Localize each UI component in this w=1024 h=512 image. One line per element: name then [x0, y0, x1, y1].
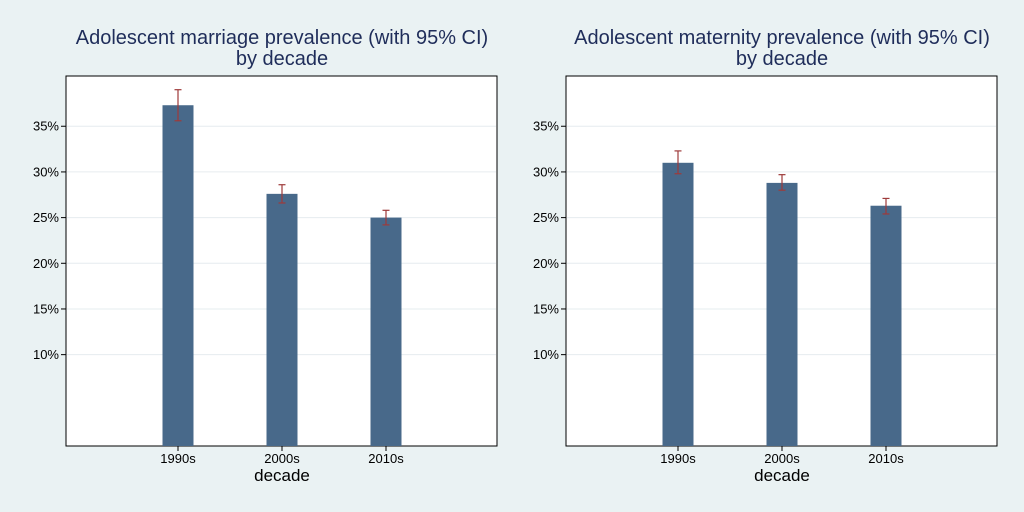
chart-title: Adolescent marriage prevalence (with 95%…	[76, 27, 488, 49]
y-tick-label: 25%	[533, 210, 559, 225]
x-tick-label: 2000s	[264, 451, 300, 466]
y-tick-label: 35%	[33, 119, 59, 134]
chart-title: Adolescent maternity prevalence (with 95…	[574, 27, 990, 49]
x-tick-label: 1990s	[660, 451, 696, 466]
bar-1990s	[662, 162, 694, 446]
y-tick-label: 20%	[33, 256, 59, 271]
x-tick-label: 2000s	[764, 451, 800, 466]
y-tick-label: 20%	[533, 256, 559, 271]
chart-subtitle: by decade	[236, 48, 328, 70]
y-tick-label: 10%	[33, 347, 59, 362]
x-axis-label: decade	[254, 466, 310, 485]
y-tick-label: 25%	[33, 210, 59, 225]
y-tick-label: 10%	[533, 347, 559, 362]
x-tick-label: 1990s	[160, 451, 196, 466]
y-tick-label: 15%	[33, 301, 59, 316]
chart-maternity: Adolescent maternity prevalence (with 95…	[533, 27, 998, 485]
y-tick-label: 30%	[533, 164, 559, 179]
bar-1990s	[162, 105, 194, 447]
bar-2000s	[766, 182, 798, 446]
y-tick-label: 35%	[533, 119, 559, 134]
chart-marriage: Adolescent marriage prevalence (with 95%…	[33, 27, 498, 485]
y-tick-label: 30%	[33, 164, 59, 179]
x-tick-label: 2010s	[868, 451, 904, 466]
bar-2010s	[370, 217, 402, 446]
x-tick-label: 2010s	[368, 451, 404, 466]
y-tick-label: 15%	[533, 301, 559, 316]
bar-2010s	[870, 205, 902, 446]
chart-subtitle: by decade	[736, 48, 828, 70]
bar-2000s	[266, 193, 298, 446]
x-axis-label: decade	[754, 466, 810, 485]
